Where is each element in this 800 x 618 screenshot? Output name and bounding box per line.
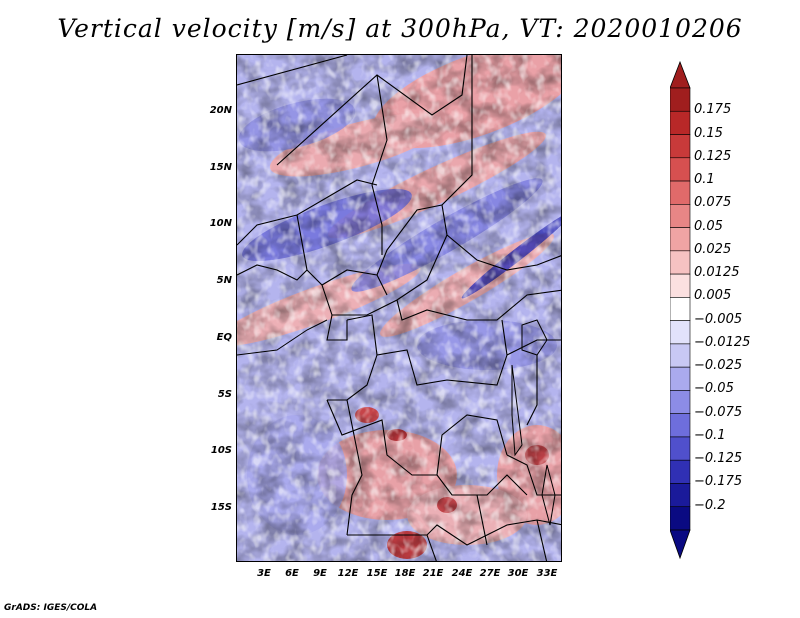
colorbar-swatch [670, 320, 691, 345]
colorbar-swatch [670, 506, 691, 531]
colorbar-top-arrow [670, 60, 691, 89]
grads-credit: GrADS: IGES/COLA [4, 603, 98, 613]
colorbar-label: 0.0125 [694, 265, 740, 281]
colorbar-swatch [670, 204, 691, 228]
colorbar-swatch [670, 297, 691, 321]
colorbar-label: −0.2 [694, 497, 726, 513]
lat-tick-label: 10S [210, 445, 232, 456]
lon-tick-label: 33E [536, 568, 558, 579]
lat-tick-label: 20N [209, 105, 232, 116]
colorbar-label: 0.15 [694, 125, 723, 141]
colorbar-swatch [670, 436, 691, 461]
lon-tick-label: 30E [507, 568, 529, 579]
colorbar-swatch [670, 180, 691, 205]
colorbar-label: 0.175 [694, 102, 732, 118]
colorbar [670, 60, 691, 560]
colorbar-label: 0.005 [694, 288, 732, 304]
lat-tick-label: EQ [216, 332, 232, 343]
lakes-and-coastline [237, 319, 556, 526]
lat-tick-label: 5S [217, 389, 232, 400]
colorbar-label: 0.125 [694, 148, 732, 164]
lon-tick-label: 9E [313, 568, 327, 579]
country-borders [237, 55, 561, 561]
colorbar-label: −0.075 [694, 404, 743, 420]
colorbar-label: −0.025 [694, 358, 743, 374]
lon-tick-label: 6E [285, 568, 299, 579]
colorbar-swatch [670, 459, 691, 484]
lat-tick-label: 5N [216, 275, 232, 286]
lat-tick-label: 10N [209, 218, 232, 229]
colorbar-label: −0.0125 [694, 334, 751, 350]
lat-tick-label: 15S [210, 502, 232, 513]
colorbar-swatch [670, 390, 691, 414]
velocity-map [236, 54, 562, 562]
lat-tick-label: 15N [209, 162, 232, 173]
colorbar-label: 0.1 [694, 172, 715, 188]
colorbar-swatch [670, 343, 691, 368]
colorbar-swatch [670, 87, 691, 112]
colorbar-swatch [670, 366, 691, 391]
colorbar-label: 0.05 [694, 218, 723, 234]
colorbar-label: 0.075 [694, 195, 732, 211]
colorbar-swatch [670, 227, 691, 252]
colorbar-label: −0.1 [694, 427, 726, 443]
colorbar-label: −0.175 [694, 474, 743, 490]
map-title: Vertical velocity [m/s] at 300hPa, VT: 2… [57, 14, 743, 43]
colorbar-swatch [670, 134, 691, 159]
colorbar-swatch [670, 110, 691, 135]
colorbar-swatch [670, 413, 691, 438]
lon-tick-label: 24E [451, 568, 473, 579]
lon-tick-label: 15E [366, 568, 388, 579]
lon-tick-label: 12E [337, 568, 359, 579]
lon-tick-label: 3E [257, 568, 271, 579]
colorbar-bottom-arrow [670, 529, 691, 560]
lon-tick-label: 18E [394, 568, 416, 579]
lon-tick-label: 21E [422, 568, 444, 579]
lon-tick-label: 27E [479, 568, 501, 579]
colorbar-label: 0.025 [694, 241, 732, 257]
colorbar-swatch [670, 483, 691, 508]
colorbar-label: −0.05 [694, 381, 734, 397]
colorbar-label: −0.005 [694, 311, 743, 327]
colorbar-label: −0.125 [694, 451, 743, 467]
colorbar-swatch [670, 157, 691, 182]
colorbar-swatch [670, 273, 691, 298]
colorbar-swatch [670, 250, 691, 275]
